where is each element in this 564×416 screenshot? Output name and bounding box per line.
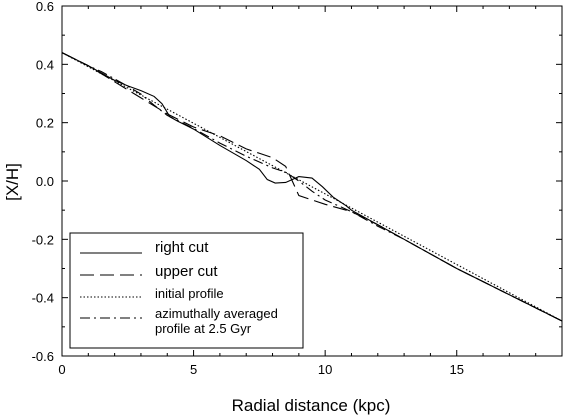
series-line-3 [61, 52, 563, 322]
y-tick-label: 0.4 [36, 57, 54, 72]
legend-label: right cut [155, 239, 209, 256]
legend-label: upper cut [155, 263, 218, 280]
x-tick-label: 10 [318, 362, 332, 377]
y-axis-label: [X/H] [3, 163, 22, 201]
x-tick-label: 15 [450, 362, 464, 377]
y-tick-label: -0.6 [32, 349, 54, 364]
y-tick-label: -0.2 [32, 232, 54, 247]
y-tick-label: 0.2 [36, 116, 54, 131]
x-axis-label: Radial distance (kpc) [232, 396, 391, 415]
x-tick-label: 5 [190, 362, 197, 377]
tick-labels: 0 5 10 15 -0.6 -0.4 -0.2 0.0 0.2 0.4 0.6 [32, 0, 464, 377]
x-tick-label: 0 [58, 362, 65, 377]
y-tick-label: -0.4 [32, 291, 54, 306]
legend-box [69, 232, 304, 349]
legend: right cut upper cut initial profile azimuth… [69, 232, 304, 349]
plot-lines [61, 52, 563, 322]
y-tick-label: 0.0 [36, 174, 54, 189]
y-tick-label: 0.6 [36, 0, 54, 14]
legend-label: initial profile [155, 286, 224, 301]
legend-label: azimuthally averaged [155, 306, 278, 321]
plot-frame [61, 5, 563, 357]
legend-label-line2: profile at 2.5 Gyr [155, 321, 252, 336]
